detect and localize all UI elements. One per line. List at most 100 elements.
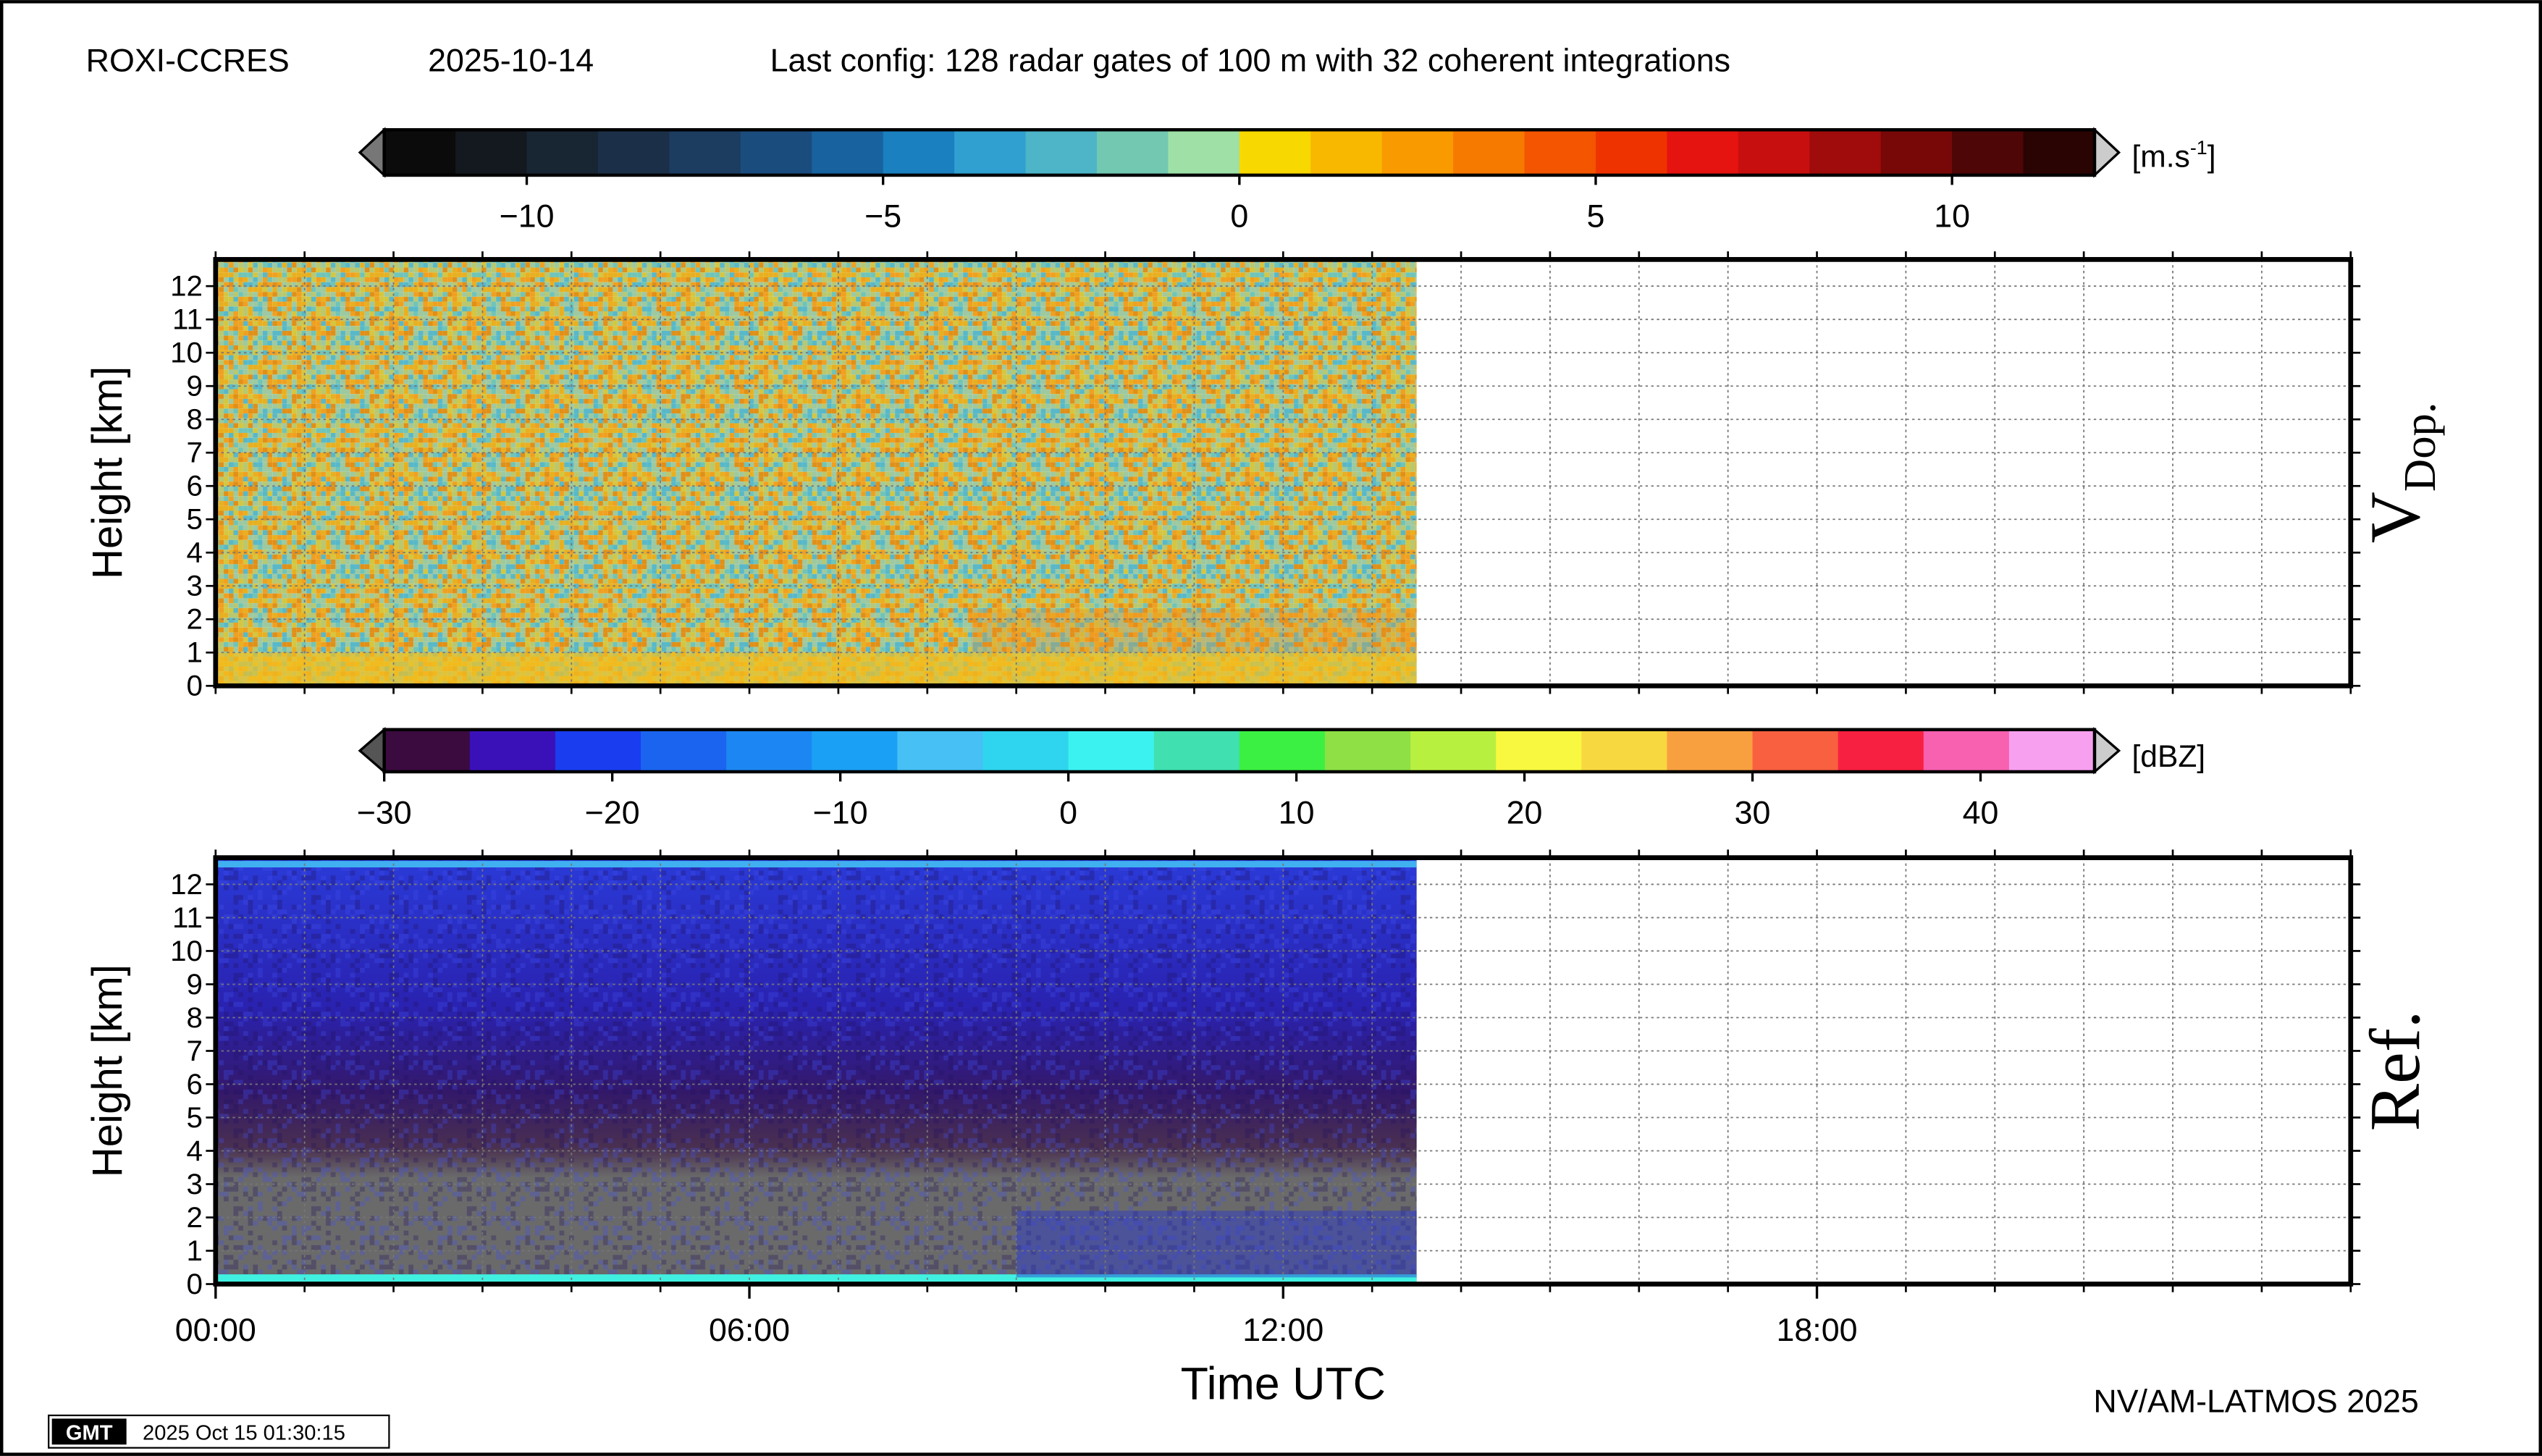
colorbar-swatch <box>1168 130 1240 175</box>
y-tick-label: 5 <box>186 503 202 536</box>
colorbar-tick-label: −10 <box>813 795 868 831</box>
colorbar-tick-label: −20 <box>585 795 640 831</box>
y-tick-label: 3 <box>186 570 202 602</box>
colorbar-swatch <box>2008 729 2095 772</box>
colorbar-tick-label: 40 <box>1963 795 1999 831</box>
x-tick-label: 06:00 <box>709 1312 790 1348</box>
x-tick-label: 18:00 <box>1777 1312 1858 1348</box>
texture <box>215 1274 1417 1283</box>
texture <box>215 652 1417 686</box>
colorbar-swatch <box>455 130 528 175</box>
y-tick-label: 6 <box>186 1068 202 1101</box>
colorbar-tick-label: −5 <box>864 198 901 235</box>
x-tick-label: 00:00 <box>175 1312 256 1348</box>
colorbar-swatch <box>740 130 813 175</box>
y-axis-title: Height [km] <box>84 964 131 1177</box>
texture <box>215 857 1417 1284</box>
panel-label-sub: Dop. <box>2394 402 2445 492</box>
y-tick-label: 9 <box>186 968 202 1001</box>
texture <box>215 861 1417 868</box>
colorbar-swatch <box>384 130 457 175</box>
y-tick-label: 4 <box>186 536 202 569</box>
y-tick-label: 1 <box>186 1234 202 1267</box>
colorbar-tick-label: 5 <box>1587 198 1605 235</box>
unit-sup: -1 <box>2190 137 2208 159</box>
colorbar-tick-label: −30 <box>357 795 412 831</box>
colorbar-swatch <box>1239 130 1312 175</box>
colorbar-swatch <box>812 729 898 772</box>
colorbar-swatch <box>1923 729 2010 772</box>
credit: NV/AM-LATMOS 2025 <box>2093 1383 2418 1419</box>
colorbar-swatch <box>526 130 599 175</box>
y-tick-label: 3 <box>186 1168 202 1200</box>
y-axis-title: Height [km] <box>84 366 131 579</box>
colorbar-swatch <box>1153 729 1240 772</box>
colorbar-swatch <box>1738 130 1811 175</box>
colorbar-tick-label: 0 <box>1059 795 1077 831</box>
y-tick-label: 1 <box>186 636 202 669</box>
y-tick-label: 12 <box>170 868 203 901</box>
y-tick-label: 7 <box>186 437 202 469</box>
y-tick-label: 2 <box>186 603 202 636</box>
colorbar-swatch <box>1239 729 1326 772</box>
colorbar-swatch <box>954 130 1027 175</box>
colorbar-swatch <box>1025 130 1098 175</box>
colorbar-swatch <box>1667 729 1754 772</box>
y-tick-label: 8 <box>186 403 202 436</box>
logo-box <box>51 1418 127 1445</box>
y-tick-label: 4 <box>186 1135 202 1167</box>
texture <box>1016 1211 1417 1278</box>
colorbar-frame <box>382 728 2097 774</box>
x-axis-title: Time UTC <box>1181 1359 1386 1410</box>
colorbar-swatch <box>897 729 984 772</box>
colorbar-swatch <box>1453 130 1525 175</box>
data-range-start <box>215 259 1417 686</box>
colorbar-swatch <box>1880 130 1953 175</box>
colorbar-swatch <box>469 729 556 772</box>
timestamp: 2025 Oct 15 01:30:15 <box>143 1421 345 1444</box>
unit-end: ] <box>2208 140 2216 174</box>
panel-label-main: Ref. <box>2356 1011 2435 1132</box>
y-tick-label: 0 <box>186 670 202 702</box>
y-tick-label: 5 <box>186 1101 202 1134</box>
colorbar-swatch <box>1096 130 1169 175</box>
plot-frame <box>213 257 2354 689</box>
colorbar-swatch <box>1496 729 1583 772</box>
colorbar-swatch <box>1410 729 1497 772</box>
plot-frame <box>213 855 2354 1287</box>
colorbar-tick-label: 10 <box>1934 198 1970 235</box>
unit-text: [m.s <box>2131 140 2189 174</box>
colorbar-tick-label: 10 <box>1279 795 1315 831</box>
colorbar-swatch <box>1581 729 1668 772</box>
colorbar-swatch <box>1381 130 1455 175</box>
panel-label-main: V <box>2356 492 2435 543</box>
colorbar-swatch <box>669 130 741 175</box>
y-tick-label: 7 <box>186 1035 202 1067</box>
y-tick-label: 9 <box>186 370 202 403</box>
colorbar-swatch <box>1838 729 1924 772</box>
logo: GMT <box>66 1421 113 1444</box>
y-tick-label: 8 <box>186 1001 202 1034</box>
x-tick-label: 12:00 <box>1242 1312 1323 1348</box>
config: Last config: 128 radar gates of 100 m wi… <box>770 43 1730 79</box>
y-tick-label: 6 <box>186 470 202 502</box>
colorbar-swatch <box>2023 130 2095 175</box>
colorbar-swatch <box>1952 130 2024 175</box>
colorbar-swatch <box>1595 130 1668 175</box>
colorbar-tick-label: 20 <box>1507 795 1543 831</box>
y-tick-label: 0 <box>186 1268 202 1300</box>
unit-text: [dBZ] <box>2131 739 2205 774</box>
colorbar-swatch <box>1752 729 1839 772</box>
colorbar-swatch <box>1524 130 1596 175</box>
y-tick-label: 11 <box>172 303 203 336</box>
y-tick-label: 11 <box>172 901 203 934</box>
colorbar-swatch <box>812 130 884 175</box>
colorbar-tick-label: −10 <box>500 198 555 235</box>
colorbar-swatch <box>641 729 728 772</box>
colorbar-unit: [m.s-1] <box>2131 137 2215 174</box>
colorbar-swatch <box>597 130 670 175</box>
colorbar-swatch <box>726 729 813 772</box>
colorbar-swatch <box>1667 130 1739 175</box>
